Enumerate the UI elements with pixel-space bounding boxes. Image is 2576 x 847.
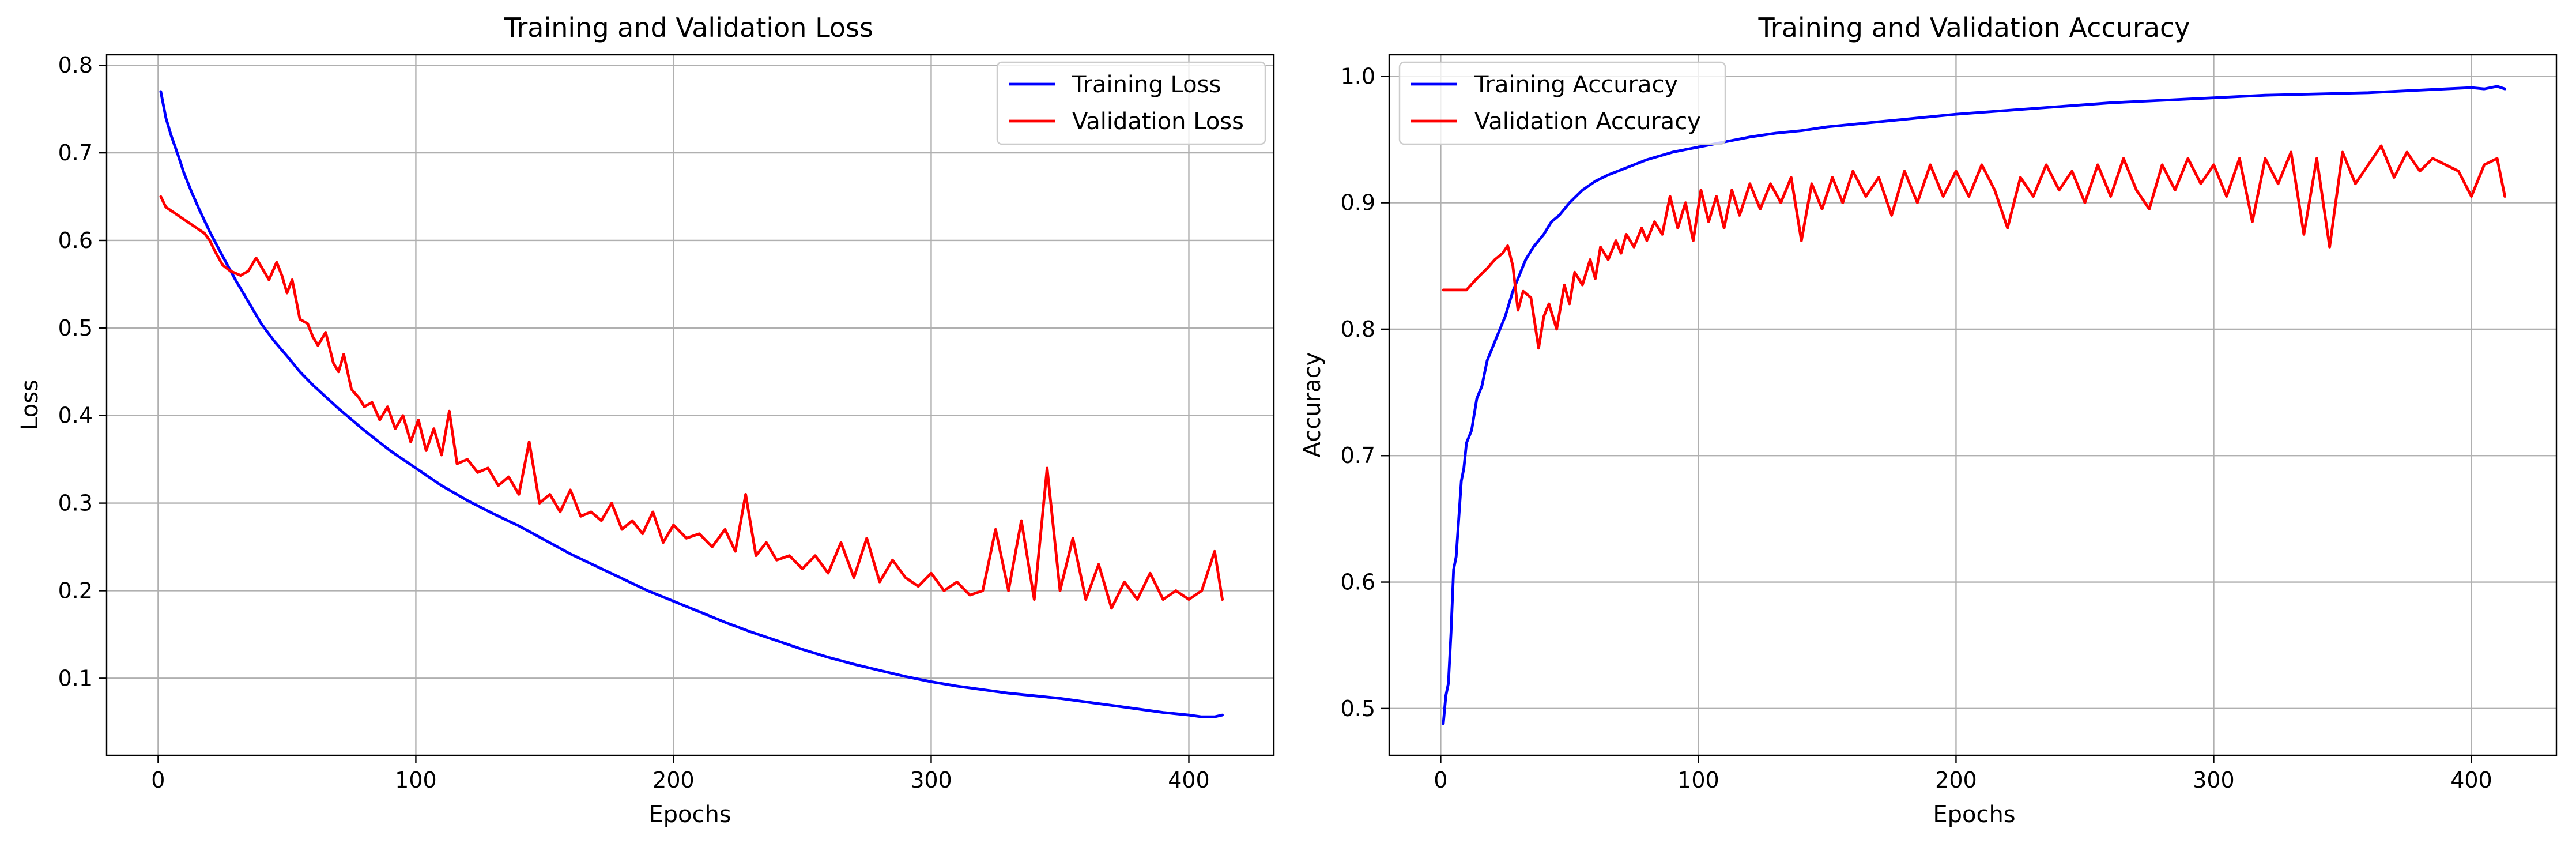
loss-grid [107, 55, 1274, 755]
accuracy-y-tick-label: 1.0 [1341, 63, 1375, 89]
accuracy-y-tick-label: 0.7 [1341, 443, 1375, 468]
accuracy-x-tick-label: 100 [1677, 767, 1719, 793]
validation-accuracy-legend-label: Validation Accuracy [1474, 108, 1701, 135]
training-loss-legend-label: Training Loss [1072, 71, 1221, 98]
training-accuracy-line [1442, 85, 2507, 725]
accuracy-x-tick-label: 200 [1935, 767, 1977, 793]
accuracy-y-tick-label: 0.6 [1341, 570, 1375, 595]
loss-y-tick-label: 0.1 [58, 665, 93, 691]
loss-y-tick-label: 0.7 [58, 140, 93, 165]
loss-panel: Training and Validation Loss 0 100 200 300 4… [17, 12, 1275, 828]
loss-y-tick-label: 0.4 [58, 403, 93, 428]
accuracy-y-tick-label: 0.5 [1341, 696, 1375, 721]
accuracy-y-axis-label: Accuracy [1299, 352, 1326, 458]
accuracy-legend-box [1398, 61, 1726, 145]
loss-y-tick-label: 0.3 [58, 491, 93, 516]
loss-legend-box [996, 61, 1266, 145]
loss-axes-frame [105, 54, 1275, 756]
accuracy-series-group [1442, 85, 2507, 725]
accuracy-axes-frame [1388, 54, 2558, 756]
accuracy-chart-title: Training and Validation Accuracy [1757, 12, 2190, 43]
accuracy-legend: Training Accuracy Validation Accuracy [1398, 61, 1726, 145]
loss-x-tick-label: 0 [151, 767, 165, 793]
loss-x-tick-label: 200 [653, 767, 695, 793]
accuracy-x-axis-label: Epochs [1933, 801, 2015, 828]
loss-y-tick-label: 0.5 [58, 315, 93, 341]
accuracy-x-tick-label: 0 [1434, 767, 1447, 793]
loss-ticks: 0 100 200 300 400 0.1 0.2 0.3 0.4 0.5 0.6 0.7 0.8 [58, 52, 1210, 793]
loss-y-tick-label: 0.6 [58, 228, 93, 253]
loss-x-tick-label: 300 [910, 767, 952, 793]
accuracy-x-tick-label: 300 [2193, 767, 2235, 793]
accuracy-ticks: 0 100 200 300 400 0.5 0.6 0.7 0.8 0.9 1.0 [1341, 63, 2492, 793]
validation-accuracy-line [1442, 144, 2507, 350]
loss-x-tick-label: 100 [395, 767, 437, 793]
loss-y-axis-label: Loss [17, 379, 43, 430]
loss-legend: Training Loss Validation Loss [996, 61, 1266, 145]
loss-x-axis-label: Epochs [648, 801, 731, 828]
training-accuracy-legend-label: Training Accuracy [1474, 71, 1678, 98]
loss-y-tick-label: 0.8 [58, 52, 93, 78]
loss-y-tick-label: 0.2 [58, 578, 93, 603]
accuracy-panel: Training and Validation Accuracy 0 100 200… [1299, 12, 2558, 828]
accuracy-y-tick-label: 0.8 [1341, 317, 1375, 342]
validation-loss-legend-label: Validation Loss [1072, 108, 1244, 135]
loss-chart-title: Training and Validation Loss [504, 12, 873, 43]
accuracy-x-tick-label: 400 [2450, 767, 2492, 793]
loss-series-group [159, 90, 1224, 718]
loss-x-tick-label: 400 [1168, 767, 1210, 793]
accuracy-y-tick-label: 0.9 [1341, 190, 1375, 216]
validation-loss-line [159, 195, 1224, 610]
